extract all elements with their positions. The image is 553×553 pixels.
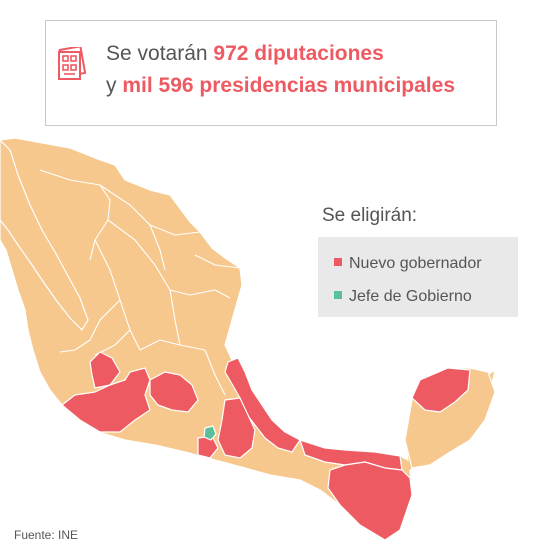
- source-note: Fuente: INE: [14, 528, 79, 542]
- headline-line-2-emphasis: mil 596 presidencias municipales: [122, 74, 456, 97]
- state-ciudad-de-mexico: [203, 425, 217, 441]
- mexico-mainland: [0, 137, 496, 541]
- legend-label-capital: Jefe de Gobierno: [349, 288, 472, 305]
- headline-box: Se votarán 972 diputaciones y mil 596 pr…: [45, 20, 497, 126]
- state-yucatan: [411, 367, 471, 413]
- headline-line-1-emphasis: 972 diputaciones: [213, 42, 384, 65]
- state-nayarit-jalisco-north: [89, 351, 121, 389]
- headline-line-1-prefix: Se votarán: [106, 42, 214, 65]
- legend-swatch-governor: [334, 258, 342, 266]
- headline-line-1: Se votarán 972 diputaciones: [106, 41, 384, 67]
- state-puebla: [217, 397, 256, 459]
- legend-label-governor: Nuevo gobernador: [349, 255, 482, 272]
- legend-item-governor: Nuevo gobernador: [334, 255, 482, 273]
- ballot-icon: [58, 47, 86, 80]
- legend-swatch-capital: [334, 291, 342, 299]
- headline-line-2-prefix: y: [106, 74, 123, 97]
- legend-item-capital: Jefe de Gobierno: [334, 288, 472, 306]
- baja-california: [0, 139, 89, 331]
- state-veracruz: [224, 357, 301, 453]
- headline-line-2: y mil 596 presidencias municipales: [106, 73, 455, 99]
- legend-title: Se eligirán:: [322, 205, 418, 226]
- state-chiapas: [327, 461, 413, 541]
- state-guanajuato: [149, 371, 199, 413]
- legend-box: Nuevo gobernador Jefe de Gobierno: [318, 237, 518, 317]
